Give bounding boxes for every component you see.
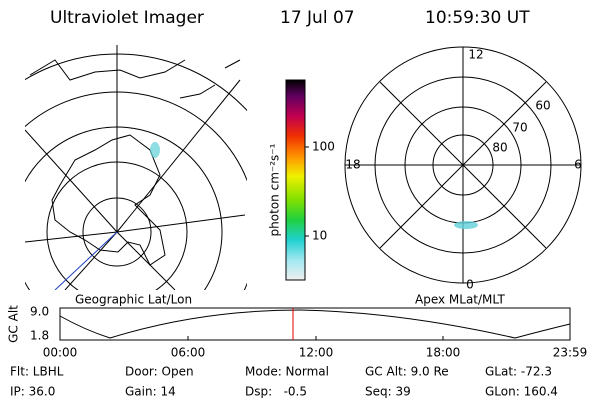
geographic-map (25, 45, 247, 290)
mlat-label: 80 (492, 141, 507, 155)
time-label: 18:00 (426, 346, 461, 360)
altitude-y-label: 1.8 (30, 329, 49, 343)
colorbar (285, 79, 306, 281)
status-field: Door: Open (125, 365, 194, 379)
mlat-label: 60 (535, 99, 550, 113)
status-field: Seq: 39 (365, 385, 411, 399)
mlt-label: 6 (574, 158, 582, 172)
status-field: Dsp: -0.5 (245, 385, 307, 399)
time-label: 12:00 (299, 346, 334, 360)
status-field: IP: 36.0 (10, 385, 55, 399)
left-caption: Geographic Lat/Lon (75, 293, 192, 307)
altitude-frame (59, 307, 571, 341)
mlt-label: 0 (466, 278, 474, 292)
altitude-y-label: 9.0 (30, 305, 49, 319)
time: 10:59:30 UT (425, 8, 530, 28)
altitude-curve (59, 309, 571, 339)
colorbar-tick: 100 (312, 140, 335, 154)
mlt-label: 18 (345, 158, 360, 172)
mlt-label: 12 (468, 48, 483, 62)
time-label: 00:00 (43, 346, 78, 360)
status-field: Gain: 14 (125, 385, 176, 399)
mlat-label: 70 (512, 121, 527, 135)
instrument-title: Ultraviolet Imager (50, 8, 204, 28)
time-ticks (187, 336, 444, 340)
altitude-axis-label: GC Alt (7, 305, 21, 343)
colorbar-label: photon cm⁻²s⁻¹ (268, 143, 282, 236)
mlat-mlt-polar (344, 46, 582, 284)
status-field: Mode: Normal (245, 365, 329, 379)
date: 17 Jul 07 (280, 8, 355, 28)
colorbar-tick: 10 (312, 229, 327, 243)
status-footer: Flt: LBHL Door: Open Mode: Normal GC Alt: 9… (10, 365, 558, 399)
time-label: 06:00 (171, 346, 206, 360)
status-field: GLon: 160.4 (485, 385, 558, 399)
status-field: GLat: -72.3 (485, 365, 552, 379)
status-field: Flt: LBHL (10, 365, 64, 379)
time-label: 23:59 (553, 346, 588, 360)
right-caption: Apex MLat/MLT (415, 293, 505, 307)
status-field: GC Alt: 9.0 Re (365, 365, 449, 379)
